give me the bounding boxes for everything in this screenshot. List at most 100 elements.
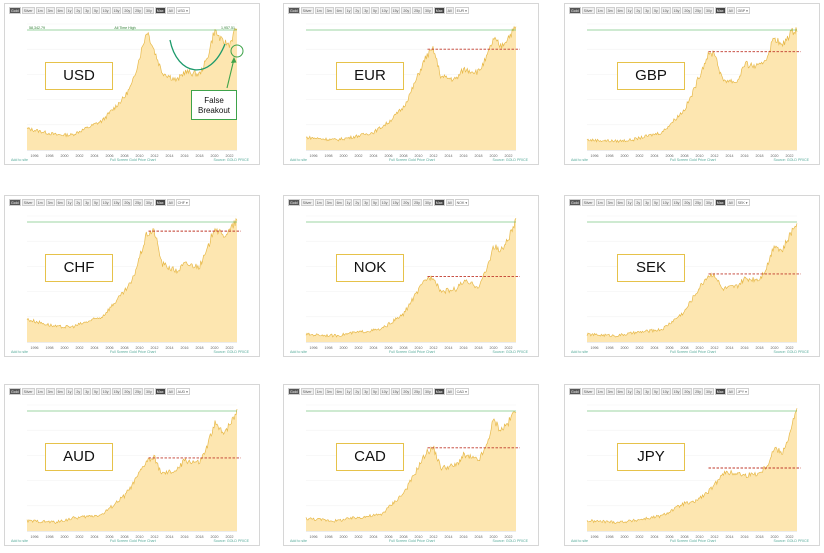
footer-add-to-site-link[interactable]: Add to site [571,539,588,543]
toolbar-button-gold[interactable]: Gold [288,388,300,395]
toolbar-button-gold[interactable]: Gold [9,7,21,14]
toolbar-button-30y[interactable]: 30y [703,7,714,14]
toolbar-button-5y[interactable]: 5y [651,199,660,206]
toolbar-button-5y[interactable]: 5y [370,388,379,395]
toolbar-button-15y[interactable]: 15y [671,388,682,395]
toolbar-button-25y[interactable]: 25y [412,199,422,206]
footer-full-screen-link[interactable]: Full Screen Gold Price Chart [110,350,156,354]
toolbar-button-max[interactable]: Max [714,199,726,206]
toolbar-button-10y[interactable]: 10y [660,388,671,395]
footer-add-to-site-link[interactable]: Add to site [571,158,588,162]
toolbar-button-3m[interactable]: 3m [324,388,334,395]
toolbar-button-15y[interactable]: 15y [111,388,122,395]
toolbar-button-25y[interactable]: 25y [412,388,422,395]
toolbar-button-15y[interactable]: 15y [671,7,682,14]
toolbar-button-25y[interactable]: 25y [133,199,143,206]
toolbar-button-gold[interactable]: Gold [9,388,21,395]
toolbar-button-1m[interactable]: 1m [35,199,45,206]
toolbar-button-1m[interactable]: 1m [314,199,324,206]
toolbar-button-20y[interactable]: 20y [122,7,133,14]
toolbar-button-all[interactable]: All [445,388,454,395]
toolbar-button-15y[interactable]: 15y [390,388,401,395]
toolbar-button-25y[interactable]: 25y [412,7,422,14]
toolbar-button-10y[interactable]: 10y [100,7,111,14]
toolbar-button-1m[interactable]: 1m [35,388,45,395]
toolbar-button-1y[interactable]: 1y [344,7,353,14]
toolbar-button-20y[interactable]: 20y [122,388,133,395]
toolbar-button-3m[interactable]: 3m [605,388,615,395]
toolbar-button-1y[interactable]: 1y [625,199,634,206]
toolbar-button-15y[interactable]: 15y [671,199,682,206]
footer-full-screen-link[interactable]: Full Screen Gold Price Chart [389,158,435,162]
toolbar-button-max[interactable]: Max [433,7,445,14]
toolbar-currency-select[interactable]: GBP ▾ [735,7,750,14]
footer-full-screen-link[interactable]: Full Screen Gold Price Chart [389,350,435,354]
toolbar-button-2y[interactable]: 2y [74,199,83,206]
toolbar-currency-select[interactable]: USD ▾ [175,7,190,14]
toolbar-button-10y[interactable]: 10y [379,199,390,206]
toolbar-button-silver[interactable]: Silver [21,199,35,206]
footer-add-to-site-link[interactable]: Add to site [571,350,588,354]
toolbar-button-silver[interactable]: Silver [581,7,595,14]
toolbar-button-gold[interactable]: Gold [569,199,581,206]
toolbar-button-15y[interactable]: 15y [390,199,401,206]
toolbar-button-silver[interactable]: Silver [581,388,595,395]
toolbar-button-10y[interactable]: 10y [100,388,111,395]
toolbar-button-3y[interactable]: 3y [643,388,651,395]
toolbar-button-10y[interactable]: 10y [100,199,111,206]
toolbar-button-max[interactable]: Max [433,199,445,206]
toolbar-button-5y[interactable]: 5y [91,7,100,14]
toolbar-button-6m[interactable]: 6m [615,388,625,395]
toolbar-button-1y[interactable]: 1y [344,199,353,206]
toolbar-button-15y[interactable]: 15y [390,7,401,14]
toolbar-button-1m[interactable]: 1m [595,388,605,395]
toolbar-button-20y[interactable]: 20y [401,199,412,206]
toolbar-button-silver[interactable]: Silver [21,388,35,395]
toolbar-button-3m[interactable]: 3m [605,199,615,206]
toolbar-button-20y[interactable]: 20y [122,199,133,206]
toolbar-button-6m[interactable]: 6m [55,7,65,14]
toolbar-button-silver[interactable]: Silver [300,388,314,395]
toolbar-button-2y[interactable]: 2y [353,7,362,14]
toolbar-button-max[interactable]: Max [714,7,726,14]
toolbar-button-3y[interactable]: 3y [362,199,370,206]
toolbar-button-20y[interactable]: 20y [682,199,693,206]
toolbar-button-all[interactable]: All [445,199,454,206]
toolbar-button-1y[interactable]: 1y [625,388,634,395]
toolbar-button-5y[interactable]: 5y [651,7,660,14]
toolbar-button-15y[interactable]: 15y [111,199,122,206]
toolbar-button-1y[interactable]: 1y [65,7,74,14]
toolbar-button-1y[interactable]: 1y [344,388,353,395]
toolbar-button-1y[interactable]: 1y [65,388,74,395]
toolbar-button-1m[interactable]: 1m [35,7,45,14]
toolbar-button-30y[interactable]: 30y [143,388,154,395]
toolbar-button-silver[interactable]: Silver [300,7,314,14]
toolbar-button-30y[interactable]: 30y [143,7,154,14]
toolbar-button-2y[interactable]: 2y [353,388,362,395]
toolbar-button-20y[interactable]: 20y [682,388,693,395]
toolbar-button-25y[interactable]: 25y [133,388,143,395]
toolbar-button-15y[interactable]: 15y [111,7,122,14]
toolbar-button-2y[interactable]: 2y [634,199,643,206]
toolbar-button-30y[interactable]: 30y [703,388,714,395]
toolbar-button-max[interactable]: Max [433,388,445,395]
toolbar-button-1m[interactable]: 1m [595,7,605,14]
toolbar-button-3m[interactable]: 3m [605,7,615,14]
toolbar-button-gold[interactable]: Gold [569,7,581,14]
footer-full-screen-link[interactable]: Full Screen Gold Price Chart [670,158,716,162]
toolbar-button-20y[interactable]: 20y [401,7,412,14]
toolbar-button-10y[interactable]: 10y [660,199,671,206]
toolbar-button-5y[interactable]: 5y [370,7,379,14]
toolbar-button-all[interactable]: All [166,388,175,395]
toolbar-button-all[interactable]: All [726,388,735,395]
toolbar-button-3y[interactable]: 3y [643,7,651,14]
toolbar-button-2y[interactable]: 2y [634,388,643,395]
toolbar-button-2y[interactable]: 2y [74,388,83,395]
toolbar-button-3y[interactable]: 3y [83,7,91,14]
toolbar-button-1y[interactable]: 1y [65,199,74,206]
toolbar-button-6m[interactable]: 6m [615,7,625,14]
toolbar-button-max[interactable]: Max [154,388,166,395]
footer-add-to-site-link[interactable]: Add to site [11,158,28,162]
toolbar-button-30y[interactable]: 30y [422,199,433,206]
toolbar-button-gold[interactable]: Gold [9,199,21,206]
